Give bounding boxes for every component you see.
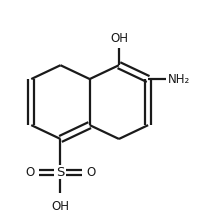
Text: O: O xyxy=(25,166,34,179)
Text: OH: OH xyxy=(51,200,70,213)
Text: OH: OH xyxy=(110,32,128,45)
Text: S: S xyxy=(56,166,65,179)
Text: NH₂: NH₂ xyxy=(168,73,190,85)
Text: O: O xyxy=(87,166,96,179)
